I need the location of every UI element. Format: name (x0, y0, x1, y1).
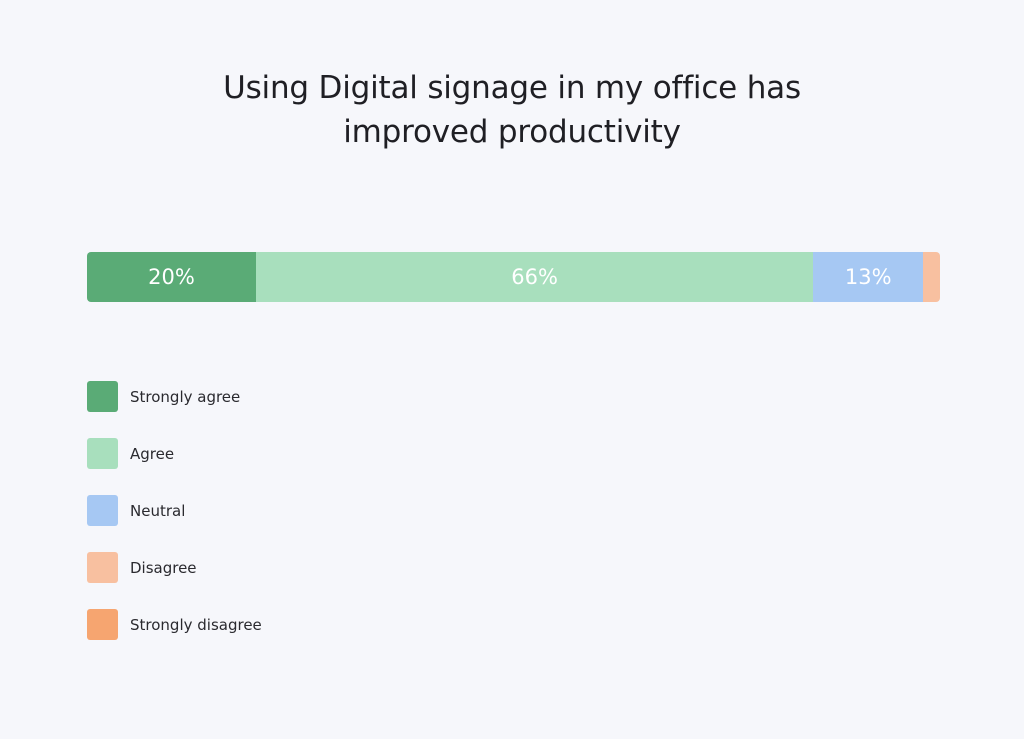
stacked-bar: 20% 66% 13% (87, 252, 940, 302)
legend-item: Disagree (87, 552, 262, 583)
bar-segment-agree: 66% (255, 252, 814, 302)
legend-swatch (87, 609, 118, 640)
legend-item: Strongly disagree (87, 609, 262, 640)
chart-title-line-2: improved productivity (343, 114, 681, 150)
legend: Strongly agree Agree Neutral Disagree Strong… (87, 381, 262, 666)
legend-swatch (87, 381, 118, 412)
legend-label: Agree (130, 444, 175, 463)
chart-title: Using Digital signage in my office has i… (0, 66, 1024, 154)
legend-swatch (87, 495, 118, 526)
legend-label: Strongly agree (130, 387, 241, 406)
legend-label: Disagree (130, 558, 197, 577)
legend-label: Strongly disagree (130, 615, 262, 634)
bar-segment-neutral: 13% (813, 252, 924, 302)
legend-item: Strongly agree (87, 381, 262, 412)
bar-value-label: 13% (844, 265, 892, 289)
legend-swatch (87, 438, 118, 469)
bar-segment-strongly-agree: 20% (87, 252, 256, 302)
legend-item: Agree (87, 438, 262, 469)
bar-value-label: 66% (511, 265, 558, 289)
chart-title-line-1: Using Digital signage in my office has (223, 70, 801, 106)
bar-segment-disagree (923, 252, 940, 302)
bar-value-label: 20% (148, 265, 195, 289)
legend-item: Neutral (87, 495, 262, 526)
legend-label: Neutral (130, 501, 186, 520)
legend-swatch (87, 552, 118, 583)
